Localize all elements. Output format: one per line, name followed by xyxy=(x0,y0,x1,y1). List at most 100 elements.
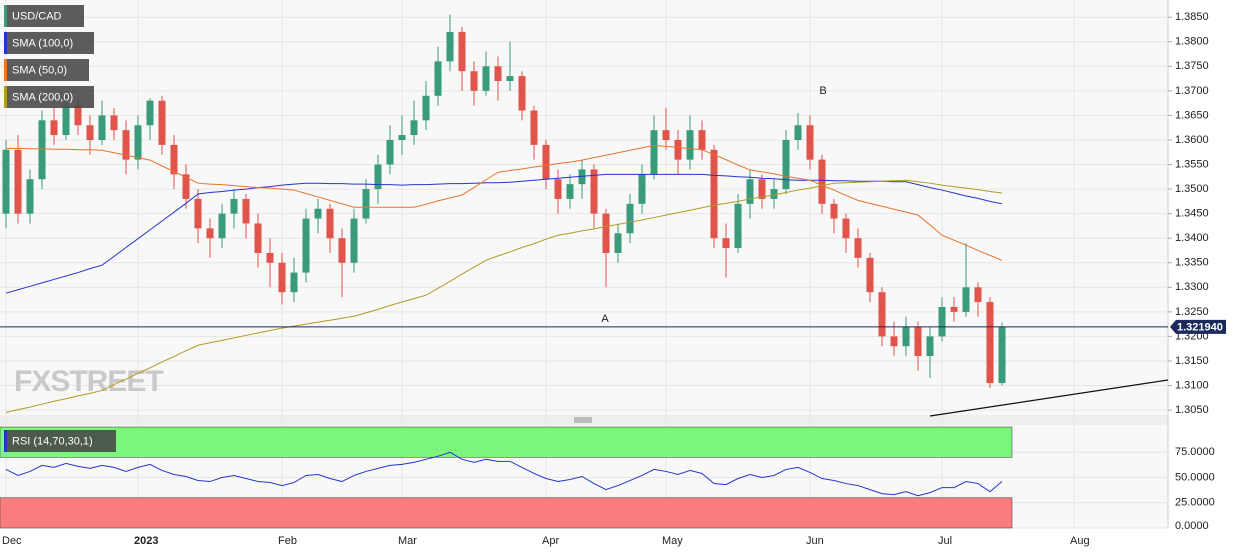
y-tick-label: 1.3850 xyxy=(1175,11,1209,23)
candle-body xyxy=(662,130,670,140)
candle-body xyxy=(974,287,982,303)
legend-swatch xyxy=(4,5,7,27)
x-tick-label: Dec xyxy=(2,535,22,547)
candle-body xyxy=(830,203,838,219)
candle-body xyxy=(26,179,34,214)
sma-line xyxy=(5,173,1003,294)
candle-body xyxy=(422,95,430,121)
y-tick-label: 1.3300 xyxy=(1175,281,1209,293)
candle-body xyxy=(302,218,310,273)
last-price-box xyxy=(1170,319,1226,334)
y-tick-label: 25.0000 xyxy=(1175,497,1215,509)
candle-body xyxy=(74,105,82,126)
candle-body xyxy=(542,144,550,180)
legend-label: RSI (14,70,30,1) xyxy=(12,435,93,447)
candle-body xyxy=(650,130,658,175)
candle-body xyxy=(278,262,286,293)
candle-body xyxy=(962,287,970,312)
candle-body xyxy=(326,208,334,239)
x-tick-label: May xyxy=(662,535,683,547)
candle-body xyxy=(38,120,46,180)
candle-body xyxy=(206,228,214,239)
candle-body xyxy=(446,31,454,62)
legend-box xyxy=(4,86,94,108)
candle-body xyxy=(902,326,910,347)
candle-body xyxy=(362,189,370,219)
candle-body xyxy=(494,66,502,82)
candle-body xyxy=(638,174,646,204)
candle-body xyxy=(158,100,166,145)
candle-body xyxy=(398,135,406,140)
candle-body xyxy=(878,292,886,337)
x-tick-label: Apr xyxy=(542,535,559,547)
candle-body xyxy=(98,115,106,140)
legend-label: SMA (50,0) xyxy=(12,64,67,76)
y-tick-label: 1.3250 xyxy=(1175,306,1209,318)
candle-body xyxy=(242,198,250,224)
candle-body xyxy=(110,115,118,131)
candle-body xyxy=(890,336,898,347)
candle-body xyxy=(722,238,730,249)
y-tick-label: 1.3150 xyxy=(1175,355,1209,367)
legend-label: SMA (100,0) xyxy=(12,37,73,49)
candle-body xyxy=(218,213,226,239)
y-tick-label: 1.3800 xyxy=(1175,36,1209,48)
y-tick-label: 1.3450 xyxy=(1175,208,1209,220)
last-price-label: 1.321940 xyxy=(1177,321,1223,333)
legend-box xyxy=(4,32,94,54)
candle-body xyxy=(710,149,718,239)
legend-box xyxy=(4,430,116,452)
legend-box xyxy=(4,59,89,81)
legend: USD/CAD SMA (100,0) SMA (50,0) SMA (200,0) R… xyxy=(4,5,116,452)
y-tick-label: 75.0000 xyxy=(1175,446,1215,458)
x-tick-label: Jul xyxy=(938,535,952,547)
candle-body xyxy=(698,130,706,150)
candle-body xyxy=(470,71,478,91)
x-tick-label: Aug xyxy=(1070,535,1090,547)
rsi-line xyxy=(5,451,1003,497)
candle-body xyxy=(938,306,946,337)
legend-swatch xyxy=(4,86,7,108)
candle-body xyxy=(374,164,382,190)
y-tick-label: 1.3550 xyxy=(1175,158,1209,170)
y-tick-label: 1.3500 xyxy=(1175,183,1209,195)
candle-body xyxy=(734,203,742,249)
candle-body xyxy=(386,139,394,165)
y-tick-label: 1.3100 xyxy=(1175,379,1209,391)
candle-body xyxy=(914,326,922,357)
candle-body xyxy=(674,139,682,160)
candle-body xyxy=(806,125,814,160)
candle-body xyxy=(122,130,130,160)
x-tick-label: Feb xyxy=(278,535,297,547)
candle-body xyxy=(338,238,346,263)
candle-body xyxy=(314,208,322,219)
candle-body xyxy=(758,179,766,199)
y-tick-label: 1.3050 xyxy=(1175,404,1209,416)
legend-label: SMA (200,0) xyxy=(12,91,73,103)
y-tick-label: 50.0000 xyxy=(1175,471,1215,483)
candle-body xyxy=(986,302,994,384)
sma-line xyxy=(6,144,1003,261)
candle-body xyxy=(554,179,562,199)
candle-body xyxy=(134,125,142,160)
candle-body xyxy=(998,327,1006,384)
candle-body xyxy=(290,272,298,293)
rsi-lower-zone xyxy=(0,497,1013,529)
marks xyxy=(0,14,1168,497)
candle-body xyxy=(230,198,238,214)
legend-swatch xyxy=(4,59,7,81)
candle-body xyxy=(266,252,274,263)
candle-body xyxy=(410,120,418,136)
candle-body xyxy=(434,61,442,96)
candle-body xyxy=(842,218,850,239)
candle-body xyxy=(506,76,514,82)
candle-body xyxy=(770,189,778,199)
y-tick-label: 1.3400 xyxy=(1175,232,1209,244)
trend-line xyxy=(929,379,1169,417)
candle-body xyxy=(62,105,70,136)
candle-body xyxy=(950,306,958,312)
y-tick-label: 1.3750 xyxy=(1175,60,1209,72)
candle-body xyxy=(350,218,358,263)
